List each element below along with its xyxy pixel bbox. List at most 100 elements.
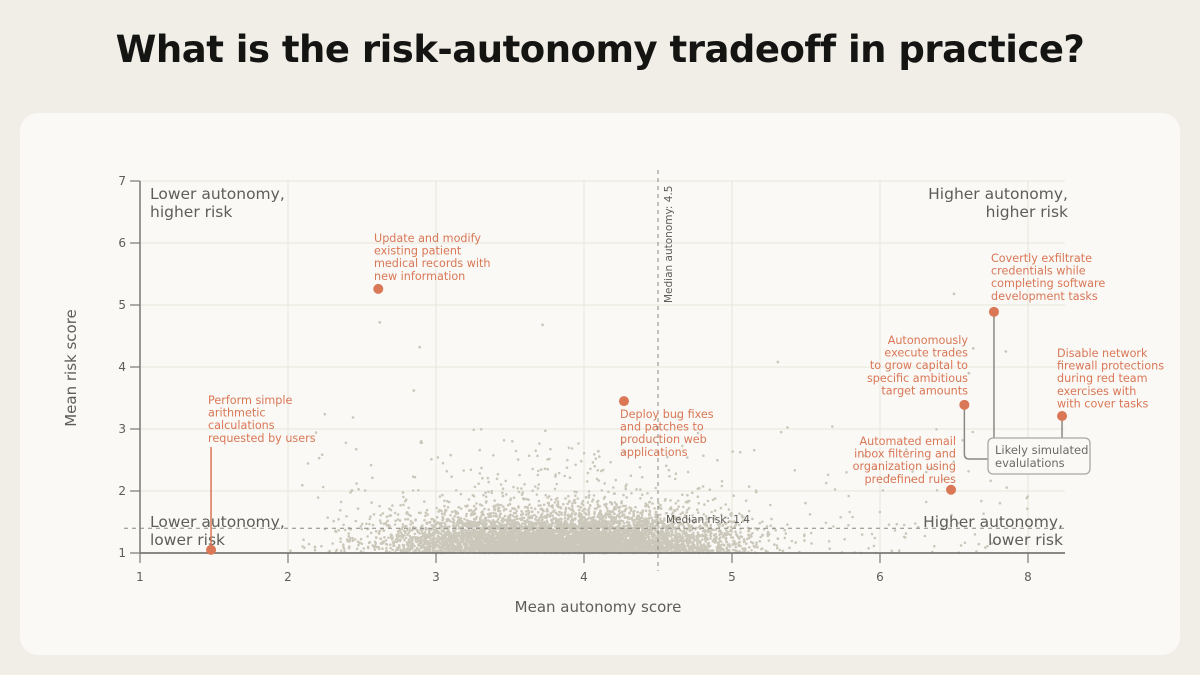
data-point bbox=[601, 468, 605, 472]
data-point bbox=[673, 533, 677, 537]
data-point bbox=[606, 509, 609, 513]
data-point bbox=[539, 468, 543, 471]
data-point bbox=[397, 544, 401, 547]
data-point bbox=[378, 519, 382, 522]
data-point bbox=[551, 514, 554, 517]
data-point bbox=[547, 504, 551, 507]
data-point bbox=[360, 527, 363, 531]
data-point bbox=[925, 470, 928, 474]
data-point bbox=[766, 530, 770, 534]
data-point bbox=[320, 453, 324, 457]
data-point bbox=[505, 493, 508, 496]
data-point bbox=[860, 533, 864, 536]
data-point bbox=[558, 518, 561, 521]
data-point bbox=[723, 521, 727, 525]
data-point bbox=[437, 539, 440, 542]
data-point bbox=[487, 480, 491, 484]
data-point bbox=[463, 517, 466, 521]
data-point bbox=[480, 466, 483, 470]
data-point bbox=[474, 522, 478, 526]
data-point bbox=[479, 428, 483, 431]
data-point bbox=[486, 476, 490, 480]
data-point bbox=[499, 512, 503, 516]
data-point bbox=[564, 497, 567, 500]
data-point bbox=[459, 517, 463, 520]
data-point bbox=[535, 493, 539, 496]
data-point bbox=[663, 517, 666, 520]
data-point bbox=[372, 513, 376, 516]
data-point bbox=[698, 518, 702, 522]
data-point bbox=[621, 510, 624, 514]
data-point bbox=[473, 485, 477, 489]
data-point bbox=[574, 463, 577, 467]
data-point bbox=[752, 448, 756, 452]
data-point bbox=[556, 500, 560, 503]
data-point bbox=[750, 535, 753, 538]
data-point bbox=[440, 512, 444, 515]
data-point bbox=[328, 549, 332, 553]
data-point bbox=[413, 532, 417, 536]
data-point bbox=[470, 513, 473, 517]
data-point bbox=[674, 502, 678, 505]
data-point bbox=[628, 511, 631, 515]
data-point bbox=[586, 471, 590, 475]
data-point bbox=[501, 487, 505, 491]
data-point bbox=[587, 490, 591, 493]
data-point bbox=[659, 517, 662, 520]
data-point bbox=[750, 549, 753, 552]
data-point bbox=[456, 523, 460, 527]
data-point bbox=[493, 508, 497, 512]
data-point bbox=[493, 499, 496, 502]
data-point bbox=[761, 533, 764, 537]
data-point bbox=[729, 525, 733, 528]
data-point bbox=[720, 513, 723, 517]
data-point bbox=[809, 531, 813, 535]
data-point bbox=[704, 540, 707, 543]
data-point bbox=[662, 519, 666, 522]
data-point bbox=[672, 517, 675, 521]
data-point bbox=[653, 507, 656, 510]
data-point bbox=[384, 539, 388, 542]
data-point bbox=[385, 543, 389, 546]
data-point bbox=[343, 528, 347, 532]
data-point bbox=[540, 513, 543, 517]
data-point bbox=[498, 515, 502, 519]
data-point bbox=[477, 482, 480, 486]
data-point bbox=[513, 507, 517, 511]
data-point bbox=[585, 480, 589, 483]
data-point bbox=[620, 514, 624, 518]
data-point bbox=[435, 506, 438, 510]
data-point bbox=[517, 490, 521, 494]
data-point bbox=[897, 549, 901, 552]
data-point bbox=[632, 520, 636, 524]
data-point bbox=[982, 512, 985, 515]
data-point bbox=[651, 502, 654, 505]
data-point bbox=[678, 521, 682, 524]
data-point bbox=[692, 521, 696, 525]
data-point bbox=[523, 520, 526, 523]
data-point bbox=[520, 509, 523, 513]
data-point bbox=[408, 540, 411, 544]
data-point bbox=[413, 544, 416, 548]
data-point bbox=[558, 510, 561, 514]
data-point bbox=[424, 534, 427, 538]
data-point bbox=[313, 545, 317, 549]
data-point bbox=[679, 512, 682, 516]
data-point bbox=[781, 549, 785, 553]
data-point bbox=[434, 528, 438, 532]
data-point bbox=[408, 527, 412, 530]
data-point bbox=[410, 528, 414, 532]
data-point bbox=[593, 507, 597, 511]
data-point bbox=[576, 497, 579, 500]
data-point bbox=[453, 521, 456, 525]
data-point bbox=[604, 516, 608, 519]
data-point bbox=[420, 541, 423, 545]
data-point bbox=[425, 540, 428, 543]
data-point bbox=[620, 500, 623, 503]
data-point bbox=[755, 541, 758, 544]
data-point bbox=[720, 532, 723, 536]
data-point bbox=[520, 487, 523, 490]
data-point bbox=[411, 525, 415, 529]
data-point bbox=[530, 506, 533, 510]
data-point bbox=[967, 470, 970, 473]
